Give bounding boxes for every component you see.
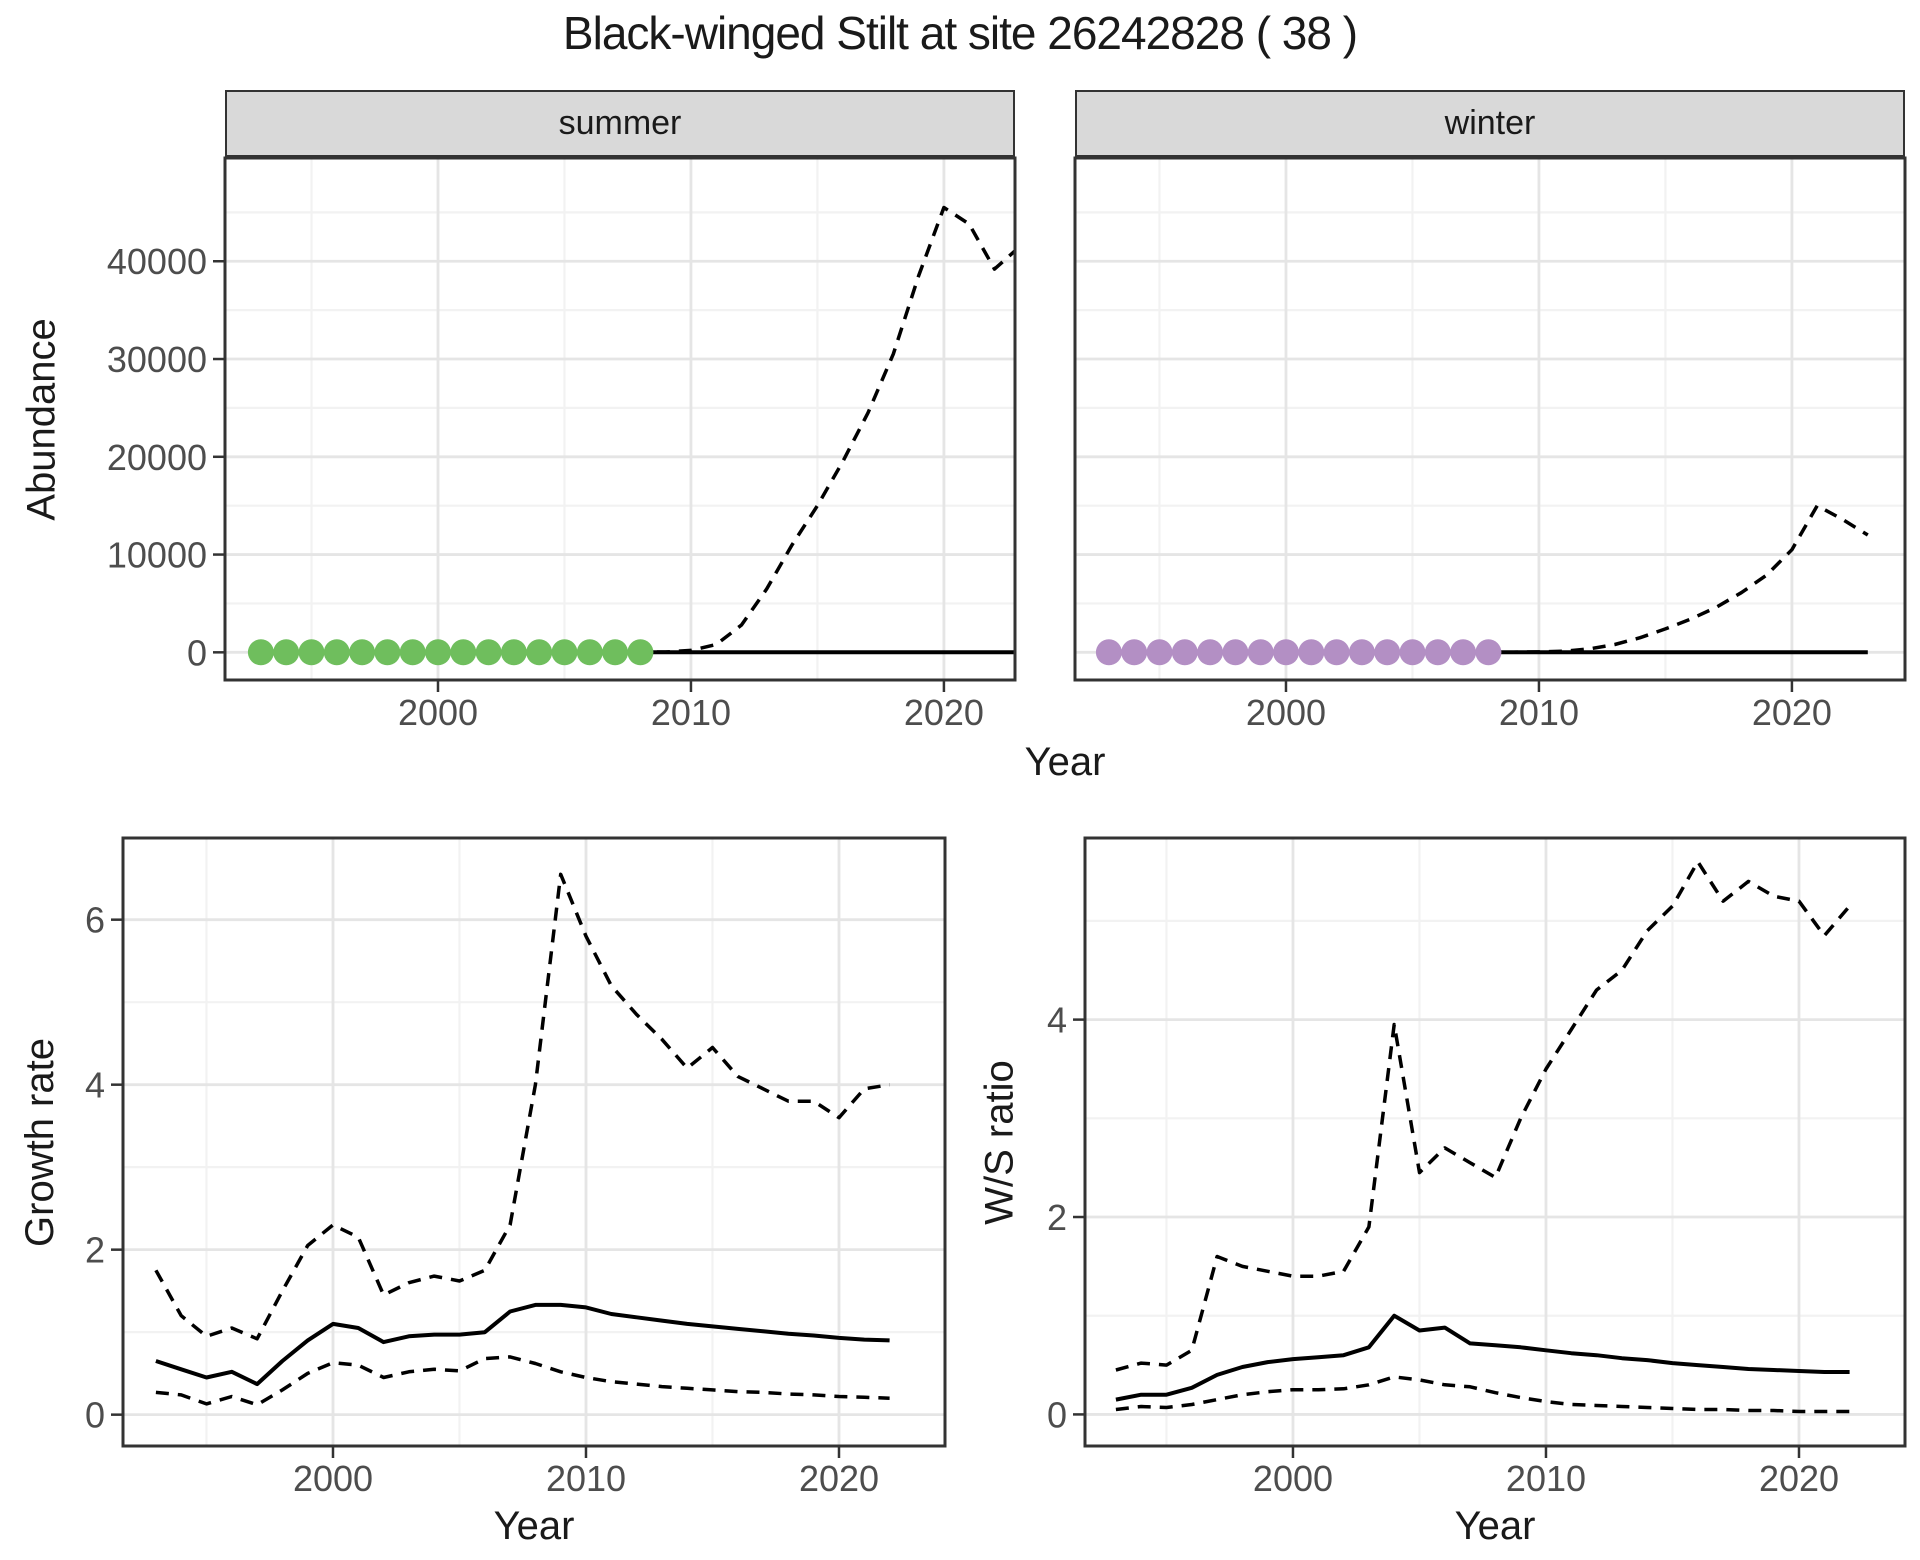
axis-ticks-and-labels: 2000 2010 2020: [1246, 680, 1832, 733]
panel-border: [1073, 156, 1907, 682]
data-point: [1247, 639, 1274, 666]
data-point: [526, 639, 553, 666]
data-point: [500, 639, 527, 666]
y-tick-label: 20000: [107, 437, 207, 478]
data-point: [450, 639, 477, 666]
growth-rate-panel: 2000 2010 2020 0 2 4 6: [85, 836, 947, 1499]
y-tick-label: 0: [187, 632, 207, 673]
abundance-axis-title-text: Abundance: [19, 317, 64, 521]
panel-background: [123, 838, 945, 1446]
facet-strip-summer: summer: [225, 90, 1015, 158]
panel-border: [223, 156, 1017, 682]
data-series: [154, 872, 890, 1407]
data-point: [1323, 639, 1350, 666]
data-point: [1348, 639, 1375, 666]
data-point: [349, 639, 376, 666]
data-point: [1121, 639, 1148, 666]
y-tick-label: 0: [1047, 1394, 1067, 1435]
y-tick-label: 4: [1047, 1000, 1067, 1041]
ws-ratio-lower_ci-line: [1115, 1375, 1850, 1414]
panel-border: [1083, 836, 1907, 1448]
abundance-axis-title: Abundance: [0, 158, 84, 680]
ws-ratio-panel: 2000 2010 2020 0 2 4: [1047, 836, 1907, 1499]
panel-background: [1075, 158, 1905, 680]
data-point: [551, 639, 578, 666]
x-tick-label: 2000: [1246, 692, 1326, 733]
facet-strip-winter: winter: [1075, 90, 1905, 158]
y-tick-label: 40000: [107, 241, 207, 282]
y-tick-label: 6: [85, 900, 105, 941]
data-point: [1424, 639, 1451, 666]
x-tick-label: 2010: [1506, 1458, 1586, 1499]
growth-rate-upper_ci-line: [154, 872, 890, 1341]
data-point: [1273, 639, 1299, 666]
data-point: [1298, 639, 1325, 666]
data-point: [273, 639, 300, 666]
ws-ratio-estimate-line: [1115, 1313, 1850, 1402]
y-tick-label: 10000: [107, 535, 207, 576]
data-point: [1374, 639, 1401, 666]
ws-ratio-axis-title: W/S ratio: [958, 838, 1042, 1446]
x-tick-label: 2000: [1253, 1458, 1333, 1499]
panel-background: [225, 158, 1015, 680]
growth-rate-axis-title-text: Growth rate: [17, 1037, 62, 1247]
year-axis-title-top: Year: [1024, 740, 1106, 784]
y-tick-label: 0: [85, 1395, 105, 1436]
x-tick-label: 2000: [398, 692, 478, 733]
ws-ratio-axis-title-text: W/S ratio: [977, 1059, 1022, 1225]
data-point: [247, 639, 274, 666]
axis-ticks-and-labels: 2000 2010 2020 0 2 4: [1047, 1000, 1839, 1499]
ws-ratio-upper_ci-line: [1115, 859, 1851, 1372]
y-tick-label: 2: [1047, 1197, 1067, 1238]
data-point: [374, 639, 401, 666]
panel-border: [121, 836, 947, 1448]
data-point: [323, 639, 350, 666]
data-point: [399, 639, 426, 666]
facet-strip-summer-label: summer: [558, 104, 682, 142]
panel-gridlines: [1085, 838, 1905, 1446]
year-axis-title-ws: Year: [1454, 1504, 1536, 1548]
y-tick-label: 4: [85, 1065, 105, 1106]
page-title: Black-winged Stilt at site 26242828 ( 38…: [562, 7, 1358, 59]
axis-ticks-and-labels: 2000 2010 2020 0 10000 20000 30000 40000: [107, 241, 984, 733]
growth-rate-estimate-line: [155, 1302, 890, 1387]
data-point: [1197, 639, 1224, 666]
data-point: [627, 639, 654, 666]
abundance-winter-panel: 2000 2010 2020: [1073, 156, 1907, 733]
data-point: [425, 639, 451, 666]
growth-rate-axis-title: Growth rate: [0, 838, 80, 1446]
x-tick-label: 2010: [1499, 692, 1579, 733]
x-tick-label: 2010: [651, 692, 731, 733]
x-tick-label: 2020: [1759, 1458, 1839, 1499]
data-point: [1171, 639, 1198, 666]
panel-background: [1085, 838, 1905, 1446]
x-tick-label: 2020: [904, 692, 984, 733]
facet-strip-winter-label: winter: [1444, 104, 1536, 142]
x-tick-label: 2000: [293, 1458, 373, 1499]
data-series: [1115, 859, 1851, 1414]
data-point: [576, 639, 603, 666]
data-point: [1222, 639, 1249, 666]
data-point: [298, 639, 325, 666]
abundance-summer-observed-points: [247, 639, 654, 666]
data-point: [1450, 639, 1477, 666]
y-tick-label: 30000: [107, 339, 207, 380]
data-point: [602, 639, 629, 666]
data-point: [475, 639, 502, 666]
data-point: [1146, 639, 1173, 666]
abundance-winter-observed-points: [1095, 639, 1502, 666]
y-tick-label: 2: [85, 1230, 105, 1271]
year-axis-title-growth: Year: [493, 1504, 575, 1548]
data-point: [1475, 639, 1502, 666]
data-point: [1095, 639, 1122, 666]
data-point: [1399, 639, 1426, 666]
abundance-summer-panel: 2000 2010 2020 0 10000 20000 30000 40000: [107, 156, 1017, 733]
x-tick-label: 2020: [799, 1458, 879, 1499]
data-series: [247, 205, 1015, 666]
x-tick-label: 2010: [546, 1458, 626, 1499]
x-tick-label: 2020: [1752, 692, 1832, 733]
data-series: [1095, 503, 1869, 666]
axis-ticks-and-labels: 2000 2010 2020 0 2 4 6: [85, 900, 879, 1499]
